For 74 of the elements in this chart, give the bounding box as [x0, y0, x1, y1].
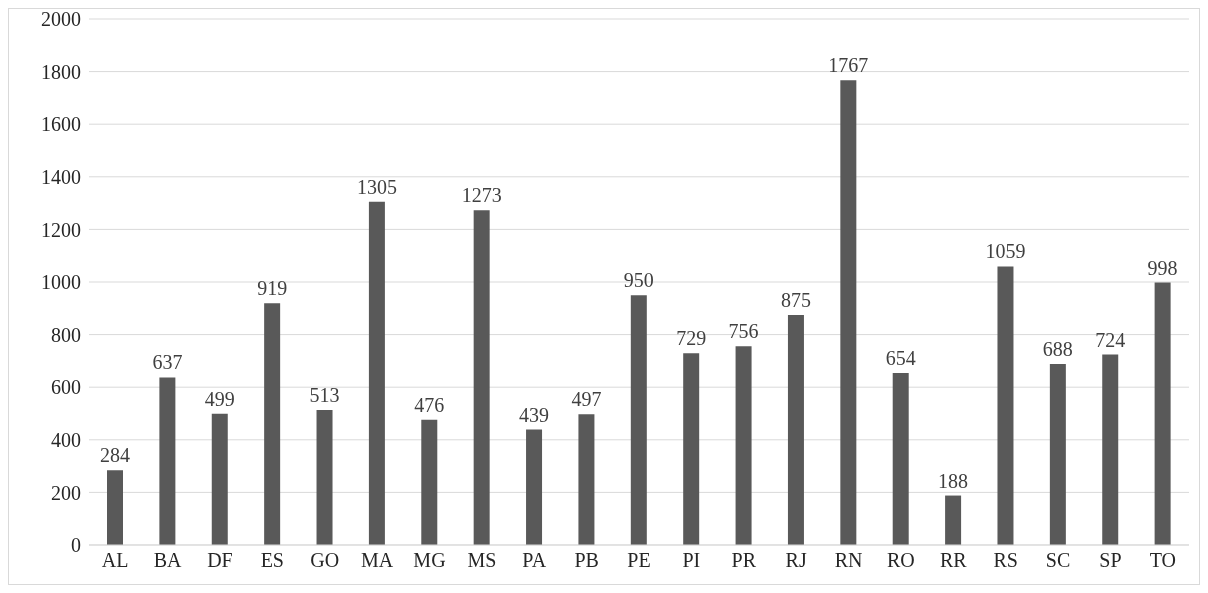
x-tick-label: MG — [413, 549, 446, 572]
bar — [421, 419, 438, 545]
bar — [107, 470, 123, 545]
x-tick-label: SC — [1045, 549, 1071, 572]
y-tick-label: 200 — [51, 481, 81, 504]
x-tick-label: DF — [207, 549, 233, 572]
x-tick-label: PE — [627, 549, 651, 572]
bar — [683, 353, 700, 545]
y-tick-label: 1400 — [41, 165, 81, 188]
x-tick-label: PR — [731, 549, 757, 572]
data-label: 724 — [1095, 328, 1126, 351]
y-tick-label: 800 — [51, 323, 81, 346]
bar — [997, 266, 1014, 545]
x-tick-label: TO — [1149, 549, 1176, 572]
x-tick-label: RN — [834, 549, 863, 572]
data-label: 1059 — [985, 240, 1026, 263]
bar — [1049, 364, 1066, 545]
data-label: 875 — [780, 288, 811, 311]
data-label: 439 — [519, 403, 550, 426]
x-tick-label: RS — [993, 549, 1018, 572]
data-label: 637 — [152, 351, 183, 374]
data-label: 919 — [257, 277, 288, 300]
data-label: 756 — [728, 320, 759, 343]
bar — [840, 80, 857, 545]
data-label: 729 — [676, 327, 707, 350]
y-tick-label: 600 — [51, 376, 81, 399]
bar — [1102, 354, 1119, 545]
x-tick-label: PI — [682, 549, 701, 572]
y-tick-label: 400 — [51, 428, 81, 451]
data-label: 998 — [1147, 256, 1178, 279]
x-tick-label: SP — [1099, 549, 1122, 572]
data-label: 476 — [414, 393, 445, 416]
bar — [526, 429, 543, 545]
bar — [578, 414, 595, 545]
bar — [316, 410, 333, 545]
data-label: 284 — [100, 444, 130, 467]
bar — [368, 201, 385, 545]
y-tick-label: 1200 — [41, 218, 81, 241]
x-tick-label: MA — [360, 549, 394, 572]
bar — [787, 314, 804, 545]
x-tick-label: AL — [101, 549, 129, 572]
data-label: 513 — [309, 384, 340, 407]
bar — [945, 495, 962, 545]
data-label: 950 — [623, 269, 654, 292]
x-tick-label: PA — [522, 549, 547, 572]
y-tick-label: 1000 — [41, 271, 81, 294]
data-label: 499 — [204, 387, 235, 410]
data-label: 688 — [1042, 338, 1073, 361]
y-tick-label: 1800 — [41, 60, 81, 83]
x-tick-label: RO — [887, 549, 915, 572]
x-tick-label: MS — [467, 549, 497, 572]
bar — [264, 303, 281, 545]
x-tick-label: GO — [310, 549, 340, 572]
data-label: 654 — [885, 347, 916, 369]
bar — [630, 295, 647, 545]
x-tick-label: ES — [260, 549, 285, 572]
data-label: 497 — [571, 388, 602, 411]
data-label: 1767 — [828, 54, 869, 77]
bar — [473, 210, 490, 545]
x-tick-label: BA — [153, 549, 183, 572]
bar — [735, 346, 752, 545]
bar — [159, 377, 176, 545]
bar — [892, 373, 909, 545]
data-label: 1305 — [356, 175, 397, 198]
bar — [211, 413, 228, 545]
y-tick-label: 0 — [71, 534, 81, 557]
x-tick-label: PB — [574, 549, 599, 572]
data-label: 188 — [938, 469, 969, 492]
y-tick-label: 1600 — [41, 113, 81, 136]
x-tick-label: RJ — [785, 549, 807, 572]
bar — [1154, 282, 1171, 545]
data-label: 1273 — [461, 184, 502, 207]
y-tick-label: 2000 — [41, 8, 81, 31]
x-tick-label: RR — [939, 549, 968, 572]
